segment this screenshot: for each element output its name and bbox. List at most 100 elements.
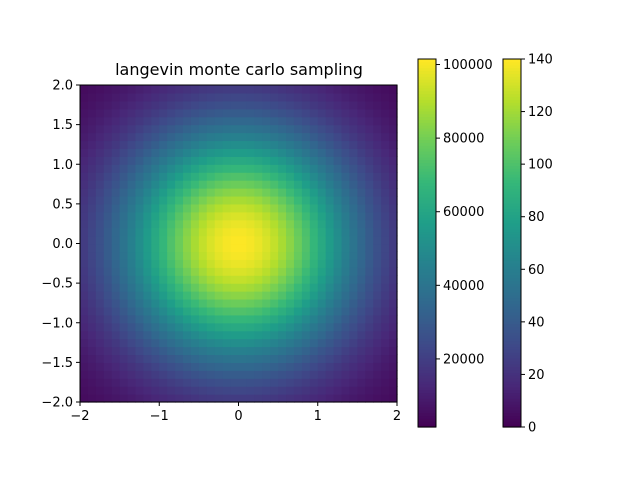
heatmap-cell [103,314,113,324]
heatmap-cell [103,203,113,213]
heatmap-cell [270,251,279,260]
colorbar-swatch [418,102,436,106]
heatmap-cell [309,100,319,110]
heatmap-cell [238,140,248,149]
heatmap-cell [365,322,374,332]
colorbar-swatch [503,355,521,359]
colorbar-swatch [503,245,521,250]
heatmap-cell [135,378,145,387]
heatmap-cell [103,370,113,379]
heatmap-cell [389,275,398,284]
colorbar-swatch [503,214,521,218]
heatmap-cell [230,243,240,253]
heatmap-cell [87,322,97,332]
colorbar-swatch [503,70,521,74]
heatmap-cell [317,267,327,276]
colorbar-swatch [503,122,521,126]
heatmap-cell [270,354,279,363]
heatmap-cell [222,172,232,181]
heatmap-cell [373,346,382,356]
heatmap-cell [230,164,240,173]
heatmap-cell [135,243,145,253]
heatmap-cell [381,275,390,284]
colorbar-swatch [418,87,436,92]
heatmap-cell [230,291,240,300]
heatmap-cell [167,283,176,292]
heatmap-cell [254,338,263,348]
heatmap-cell [349,92,358,102]
heatmap-cell [349,291,358,300]
heatmap-cell [373,227,382,237]
heatmap-cell [262,172,271,181]
heatmap-cell [198,132,208,142]
heatmap-cell [286,354,295,363]
heatmap-cell [293,243,303,253]
heatmap-cell [95,354,105,363]
heatmap-cell [357,251,366,260]
colorbar-swatch [503,280,521,284]
colorbar-swatch [503,105,521,109]
heatmap-cell [111,92,121,102]
heatmap-cell [286,140,295,149]
colorbar-swatch [418,412,436,417]
heatmap-cell [151,211,160,221]
heatmap-cell [381,362,390,371]
heatmap-cell [143,195,152,205]
heatmap-cell [190,188,200,197]
heatmap-cell [230,172,240,181]
heatmap-cell [159,100,168,110]
heatmap-cell [381,259,390,268]
heatmap-cell [135,298,145,308]
heatmap-cell [341,298,351,308]
heatmap-cell [389,362,398,371]
heatmap-cell [103,386,113,395]
heatmap-cell [87,124,97,134]
heatmap-cell [103,298,113,308]
heatmap-cell [127,227,137,237]
heatmap-cell [270,298,279,308]
heatmap-cell [214,291,224,300]
heatmap-cell [80,306,89,316]
heatmap-cell [222,164,232,173]
heatmap-cell [262,338,271,348]
colorbar-swatch [503,234,521,238]
colorbar-tick-label: 0 [528,421,536,436]
colorbar-swatch [503,202,521,207]
heatmap-cell [365,283,374,292]
heatmap-cell [341,164,351,173]
heatmap-cell [357,330,366,340]
colorbar-swatch [503,165,521,169]
heatmap-cell [381,354,390,363]
heatmap-cell [389,338,398,348]
heatmap-cell [325,124,335,134]
colorbar-swatch [503,294,521,299]
heatmap-cell [365,275,374,284]
heatmap-cell [389,172,398,181]
heatmap-cell [238,362,248,371]
heatmap-cell [87,267,97,276]
colorbar-swatch [418,335,436,339]
heatmap-cell [151,394,160,403]
heatmap-cell [357,116,366,126]
heatmap-cell [341,378,351,387]
heatmap-cell [278,354,287,363]
heatmap-cell [80,378,89,387]
heatmap-cell [111,140,121,149]
heatmap-cell [183,195,192,205]
heatmap-cell [317,148,327,157]
heatmap-cell [135,346,145,356]
heatmap-cell [278,132,287,142]
heatmap-cell [262,108,271,118]
colorbar-swatch [418,349,436,353]
heatmap-cell [87,188,97,197]
heatmap-cell [198,219,208,229]
heatmap-cell [278,346,287,356]
heatmap-cell [262,362,271,371]
heatmap-cell [373,164,382,173]
heatmap-cell [309,354,319,363]
heatmap-cell [190,338,200,348]
heatmap-cell [286,219,295,229]
heatmap-cell [270,172,279,181]
